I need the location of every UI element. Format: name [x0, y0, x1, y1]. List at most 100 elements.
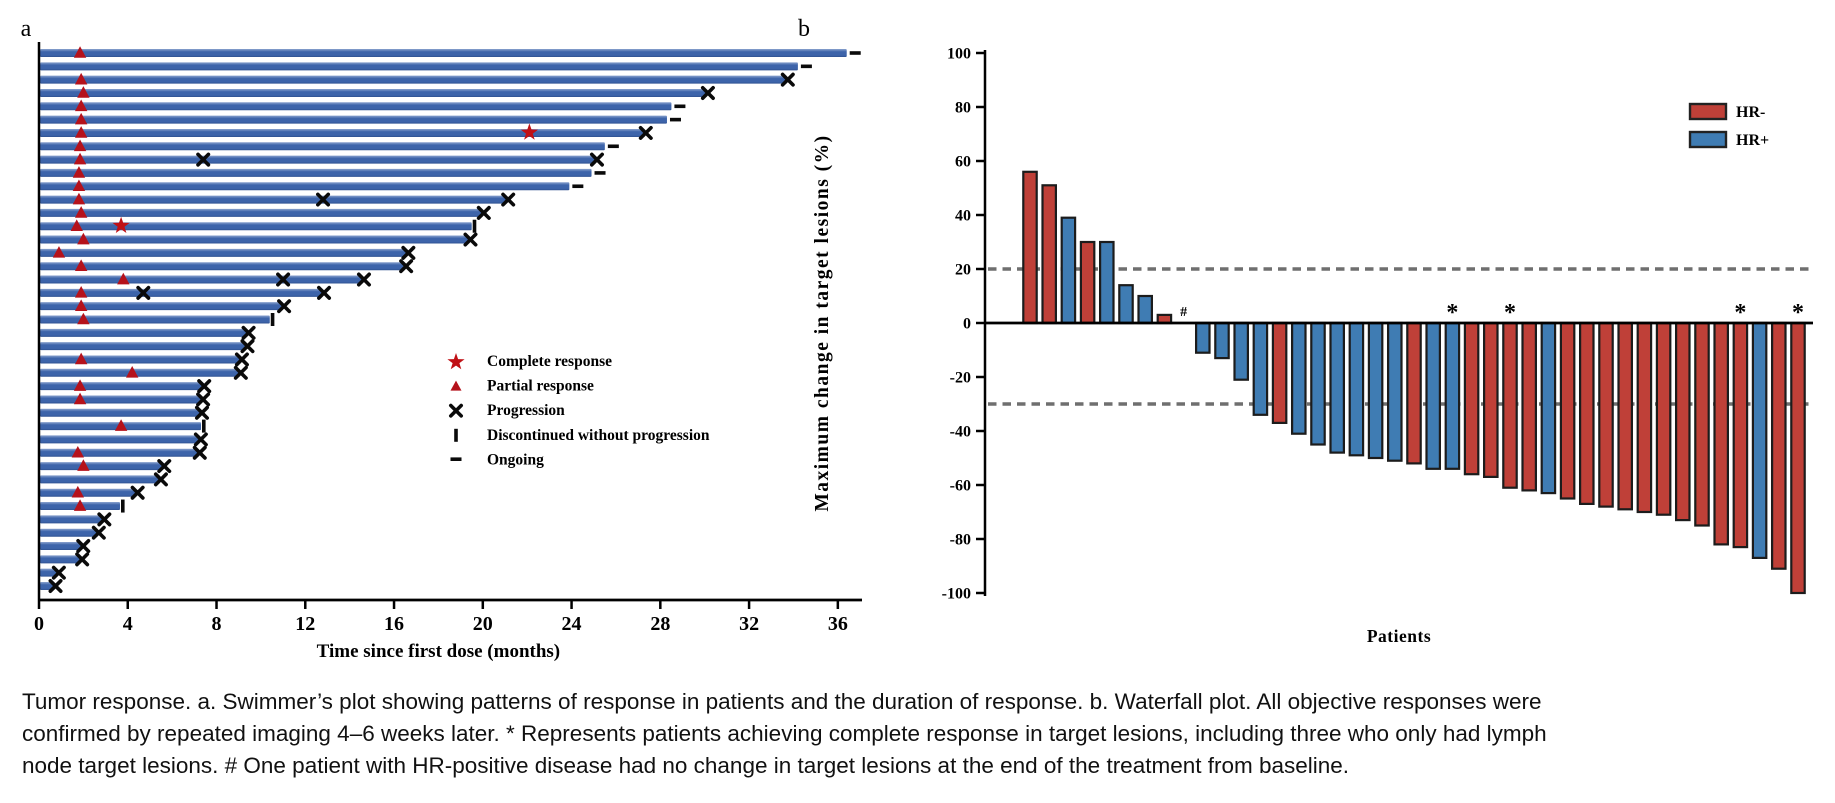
- swimmer-bar: [40, 182, 570, 191]
- waterfall-bar: [1214, 321, 1230, 360]
- y-tick-label: -80: [950, 532, 971, 549]
- swimmer-bar: [40, 475, 160, 484]
- progression-marker: [589, 152, 604, 167]
- waterfall-bar: [1425, 321, 1441, 470]
- x-axis-title: Time since first dose (months): [317, 641, 560, 662]
- partial-response-marker: [114, 419, 128, 431]
- waterfall-bar: [1290, 321, 1307, 435]
- swimmer-bar: [40, 262, 406, 271]
- progression-marker: [463, 232, 478, 247]
- swimmer-bar: [40, 102, 672, 111]
- ongoing-marker: [674, 104, 686, 109]
- y-tick-label: 0: [963, 316, 971, 333]
- partial-response-marker: [71, 445, 85, 458]
- progression-marker: [234, 352, 249, 367]
- waterfall-bar: [1194, 321, 1211, 354]
- waterfall-bar: [1521, 321, 1537, 492]
- x-tick-label: 4: [123, 613, 133, 635]
- x-tick-label: 8: [212, 613, 222, 635]
- swimmer-bar: [40, 462, 164, 471]
- waterfall-bar: [1540, 321, 1557, 495]
- progression-marker: [277, 299, 292, 314]
- swimmer-bar: [40, 528, 98, 537]
- partial-response-marker: [73, 379, 87, 391]
- complete-response-annotation: *: [1446, 300, 1458, 326]
- swimmer-bar: [40, 542, 83, 551]
- partial-response-marker: [52, 246, 66, 258]
- partial-response-marker: [74, 112, 88, 125]
- waterfall-bar: [1713, 321, 1729, 546]
- legend-label: Ongoing: [487, 451, 544, 468]
- partial-response-marker: [77, 459, 90, 471]
- progression-marker: [448, 403, 464, 418]
- y-tick-label: 40: [955, 208, 971, 225]
- swimmer-bar: [40, 448, 199, 457]
- progression-marker: [638, 125, 653, 140]
- progression-marker: [197, 379, 212, 394]
- progression-marker: [153, 472, 168, 487]
- partial-response-marker: [73, 46, 87, 58]
- partial-response-marker: [74, 126, 88, 138]
- caption-line: Tumor response. a. Swimmer’s plot showin…: [22, 689, 1542, 714]
- swimmer-bar: [40, 88, 707, 97]
- swimmer-bar: [40, 208, 483, 217]
- swimmer-bar: [40, 195, 508, 204]
- progression-marker: [196, 152, 211, 167]
- hr-positive-swatch: [1688, 130, 1728, 149]
- waterfall-bar: [1079, 240, 1096, 325]
- partial-response-marker: [74, 99, 88, 112]
- waterfall-bar: [1790, 321, 1806, 595]
- swimmer-bar: [40, 275, 363, 284]
- swimmer-bar: [40, 555, 82, 564]
- waterfall-bar: [1406, 321, 1422, 465]
- progression-marker: [91, 525, 106, 540]
- complete-response-icon: [447, 353, 465, 370]
- legend-label: Partial response: [487, 378, 594, 395]
- progression-marker: [157, 459, 172, 474]
- waterfall-bar: [1674, 321, 1691, 522]
- progression-marker: [356, 272, 371, 287]
- y-tick-label: 100: [947, 46, 971, 63]
- progression-marker: [51, 565, 66, 580]
- waterfall-legend: [1688, 102, 1728, 149]
- progression-marker: [276, 272, 291, 287]
- y-tick-label: -100: [942, 586, 971, 603]
- y-tick-label: -60: [950, 478, 971, 495]
- legend-label: HR-: [1736, 104, 1765, 121]
- progression-marker: [233, 365, 248, 380]
- hr-negative-swatch: [1688, 102, 1728, 121]
- swimmer-bar: [40, 382, 204, 391]
- swimmer-bar: [40, 582, 55, 590]
- swimmer-legend: [447, 353, 465, 461]
- partial-response-marker: [125, 366, 139, 378]
- partial-response-marker: [117, 272, 130, 285]
- ongoing-marker: [594, 171, 606, 175]
- partial-response-marker: [72, 179, 86, 192]
- y-tick-label: -20: [950, 370, 971, 387]
- complete-response-marker: [112, 216, 130, 233]
- swimmer-bar: [40, 62, 798, 71]
- waterfall-bar: [1329, 321, 1345, 454]
- swimmer-bar: [40, 395, 203, 404]
- panel-b-label: b: [798, 16, 810, 42]
- x-tick-label: 20: [473, 613, 493, 635]
- x-tick-label: 32: [739, 613, 759, 635]
- waterfall-bar: [1463, 321, 1480, 476]
- no-change-annotation: #: [1180, 305, 1187, 320]
- partial-response-marker: [73, 139, 87, 152]
- x-tick-label: 0: [34, 613, 44, 635]
- waterfall-bar: [1732, 321, 1749, 549]
- caption-line: confirmed by repeated imaging 4–6 weeks …: [22, 721, 1547, 746]
- partial-response-marker: [73, 152, 87, 165]
- progression-marker: [196, 392, 211, 407]
- waterfall-bar: [1444, 321, 1461, 470]
- progression-marker: [192, 445, 207, 460]
- waterfall-bar: [1367, 321, 1384, 460]
- discontinued-marker: [270, 313, 275, 326]
- y-axis-title: Maximum change in target lesions (%): [812, 134, 833, 511]
- discontinued-marker: [472, 219, 477, 233]
- complete-response-annotation: *: [1792, 300, 1804, 326]
- progression-marker: [136, 285, 151, 300]
- partial-response-marker: [71, 485, 85, 498]
